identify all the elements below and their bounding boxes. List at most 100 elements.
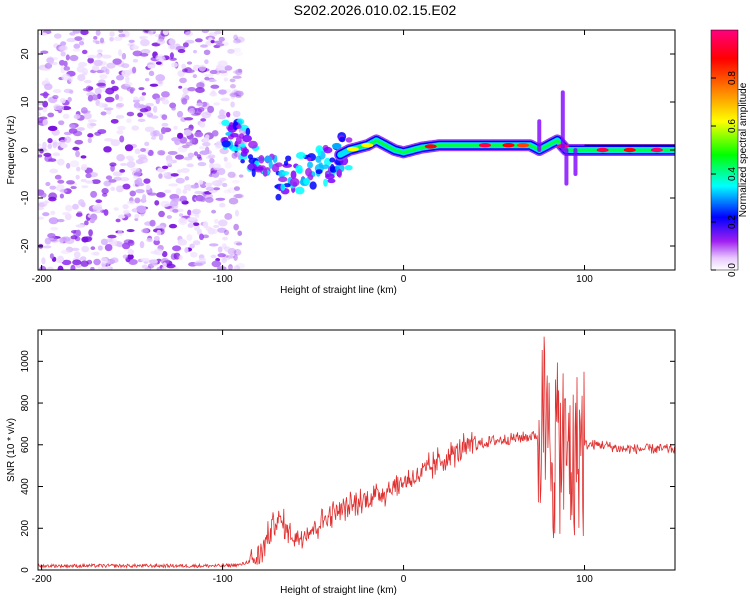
spectrogram-cell — [158, 210, 165, 218]
spectrogram-cell — [158, 133, 164, 141]
spectrogram-peak — [424, 144, 437, 149]
spectrogram-cell — [69, 160, 80, 168]
spectrogram-cell — [131, 45, 139, 50]
spectrogram-cell — [48, 217, 59, 225]
snr-ytick-label: 600 — [20, 436, 31, 453]
spectrogram-cell — [230, 93, 236, 100]
spectrogram-cell — [204, 134, 210, 140]
spectrogram-blob — [283, 183, 291, 188]
spectrogram-cell — [178, 85, 183, 89]
spectrogram-cell — [116, 102, 125, 108]
spectrogram-cell — [202, 141, 211, 147]
spectrogram-cell — [76, 166, 81, 172]
spectrogram-cell — [218, 219, 228, 227]
spectrogram-cell — [170, 173, 179, 177]
spectrogram-cell — [160, 200, 170, 208]
spectrogram-cell — [156, 192, 166, 198]
spectrogram-cell — [74, 139, 84, 145]
spectrogram-cell — [177, 48, 186, 53]
spectrogram-cell — [213, 187, 221, 191]
spectrogram-cell — [222, 257, 231, 261]
spectrogram-cell — [150, 115, 159, 119]
spectrogram-cell — [90, 213, 98, 221]
spectrogram-cell — [122, 203, 129, 210]
spectrogram-cell — [81, 245, 90, 253]
spectrogram-cell — [196, 154, 202, 160]
spectrogram-cell — [39, 92, 50, 97]
spectrogram-cell — [75, 174, 80, 180]
spectrogram-cell — [233, 91, 242, 96]
spectrogram-cell — [217, 60, 228, 67]
spectrogram-cell — [220, 97, 230, 102]
spectrogram-blob — [262, 168, 268, 177]
spectrogram-cell — [74, 36, 83, 41]
spectrogram-cell — [176, 110, 184, 118]
spectrogram-cell — [168, 223, 178, 229]
spectrogram-cell — [70, 235, 78, 240]
spectrogram-cell — [143, 159, 149, 163]
spectrogram-cell — [66, 180, 75, 185]
spectrogram-cell — [154, 200, 160, 206]
spectrogram-cell — [87, 119, 97, 123]
spectrogram-cell — [42, 245, 52, 249]
spectrogram-cell — [49, 58, 54, 65]
spectrogram-cell — [140, 209, 145, 217]
spectrogram-cell — [144, 112, 153, 116]
spectrogram-cell — [200, 118, 207, 122]
spectrogram-cell — [238, 174, 244, 178]
spectrogram-cell — [77, 62, 88, 67]
spectrogram-cell — [153, 235, 160, 242]
spectrogram-cell — [201, 30, 209, 34]
spectrogram-cell — [90, 190, 98, 198]
spectrogram-peak — [596, 147, 609, 153]
spectrogram-cell — [182, 68, 188, 73]
spectrogram-cell — [227, 187, 237, 194]
spectrogram-cell — [219, 147, 229, 155]
spectrogram-cell — [163, 172, 168, 177]
spectrogram-cell — [110, 139, 121, 147]
spectrogram-cell — [81, 236, 89, 243]
spectrogram-cell — [231, 89, 242, 96]
spectrogram-cell — [78, 40, 85, 46]
spectrogram-cell — [58, 120, 65, 126]
spectrogram-cell — [232, 250, 237, 254]
spectrogram-cell — [138, 87, 145, 91]
spectrogram-cell — [218, 70, 228, 74]
spectrogram-cell — [116, 154, 125, 162]
spectrogram-cell — [232, 70, 239, 74]
spectrogram-cell — [155, 54, 165, 62]
spectrogram-cell — [58, 45, 68, 52]
spectrogram-blob — [275, 193, 282, 201]
spectrogram-cell — [223, 65, 233, 71]
snr-ytick-label: 1000 — [20, 350, 31, 373]
spectrogram-blob — [281, 171, 290, 176]
spectrogram-cell — [134, 197, 141, 204]
spectrogram-cell — [41, 257, 46, 265]
spectrogram-cell — [199, 150, 210, 155]
spectrogram-ytick-label: 20 — [20, 48, 31, 60]
spectrogram-cell — [47, 125, 58, 132]
spectrogram-cell — [183, 184, 192, 191]
spectrogram-cell — [190, 251, 198, 258]
spectrogram-blob — [297, 167, 303, 174]
spectrogram-cell — [215, 197, 226, 201]
spectrogram-cell — [106, 62, 116, 69]
spectrogram-cell — [76, 127, 85, 131]
spectrogram-cell — [186, 163, 194, 168]
spectrogram-cell — [179, 77, 187, 84]
spectrogram-cell — [52, 94, 59, 100]
spectrogram-cell — [87, 54, 97, 59]
spectrogram-cell — [199, 121, 206, 128]
spectrogram-cell — [160, 257, 170, 265]
spectrogram-cell — [218, 109, 225, 117]
spectrogram-cell — [107, 234, 117, 239]
spectrogram-cell — [218, 36, 225, 42]
spectrogram-cell — [43, 200, 49, 204]
spectrogram-cell — [105, 175, 113, 180]
spectrogram-cell — [90, 246, 96, 251]
spectrogram-cell — [194, 38, 203, 43]
spectrogram-cell — [209, 158, 215, 164]
spectrogram-cell — [108, 179, 117, 183]
spectrogram-cell — [64, 213, 72, 221]
spectrogram-cell — [121, 63, 130, 69]
